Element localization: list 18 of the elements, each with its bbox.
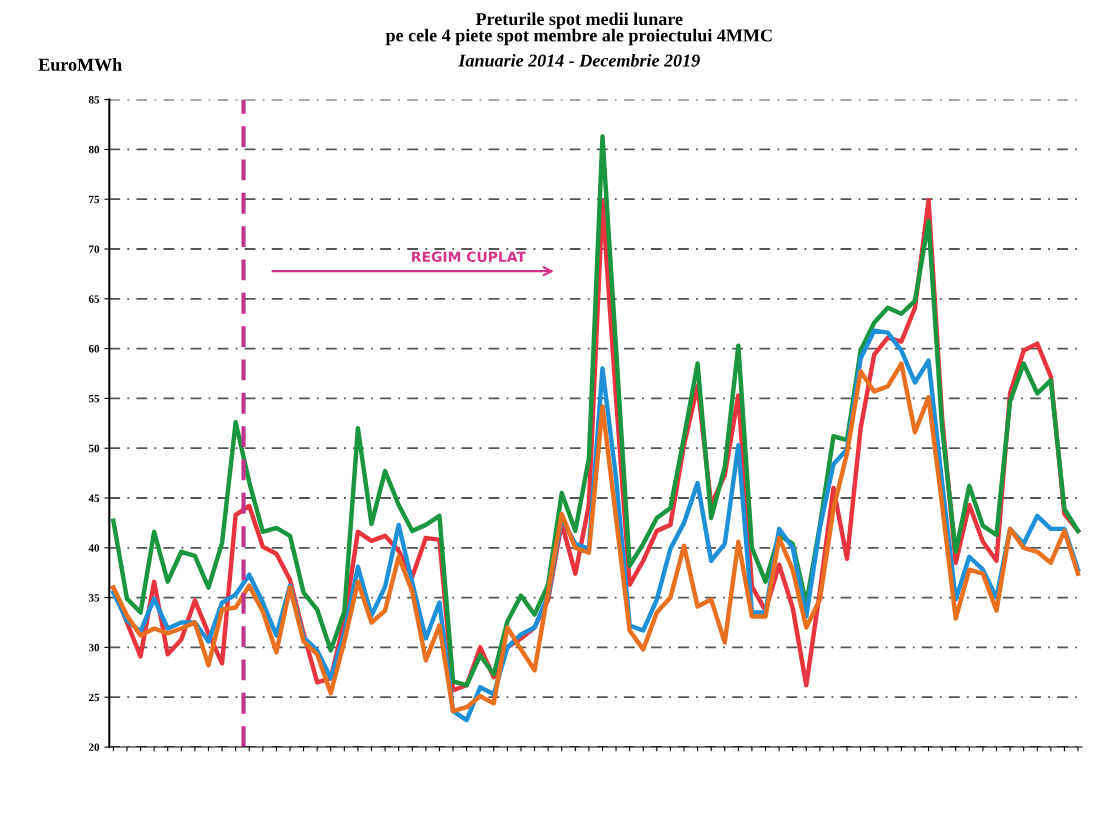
y-tick-label: 55 <box>88 394 100 403</box>
y-tick-label: 75 <box>89 195 100 204</box>
y-tick-label: 25 <box>88 693 100 702</box>
chart-subtitle: Ianuarie 2014 - Decembrie 2019 <box>458 53 700 67</box>
y-tick-label: 65 <box>88 295 100 303</box>
y-axis-title: EuroMWh <box>38 58 122 71</box>
y-tick-label: 70 <box>89 245 100 253</box>
y-tick-label: 30 <box>88 643 100 652</box>
y-tick-label: 60 <box>88 345 100 353</box>
annotation: REGIM CUPLAT <box>412 251 526 262</box>
y-tick-label: 85 <box>88 96 100 104</box>
y-tick-label: 80 <box>88 145 100 154</box>
y-tick-label: 35 <box>88 594 100 602</box>
y-tick-label: 40 <box>88 544 100 552</box>
y-tick-label: 20 <box>88 743 100 751</box>
chart-title: Preturile spot medii lunare pe cele 4 piete spot membre ale proiectului 4MMC <box>385 12 772 46</box>
y-tick-label: 50 <box>88 444 100 453</box>
y-tick-label: 45 <box>88 494 100 502</box>
